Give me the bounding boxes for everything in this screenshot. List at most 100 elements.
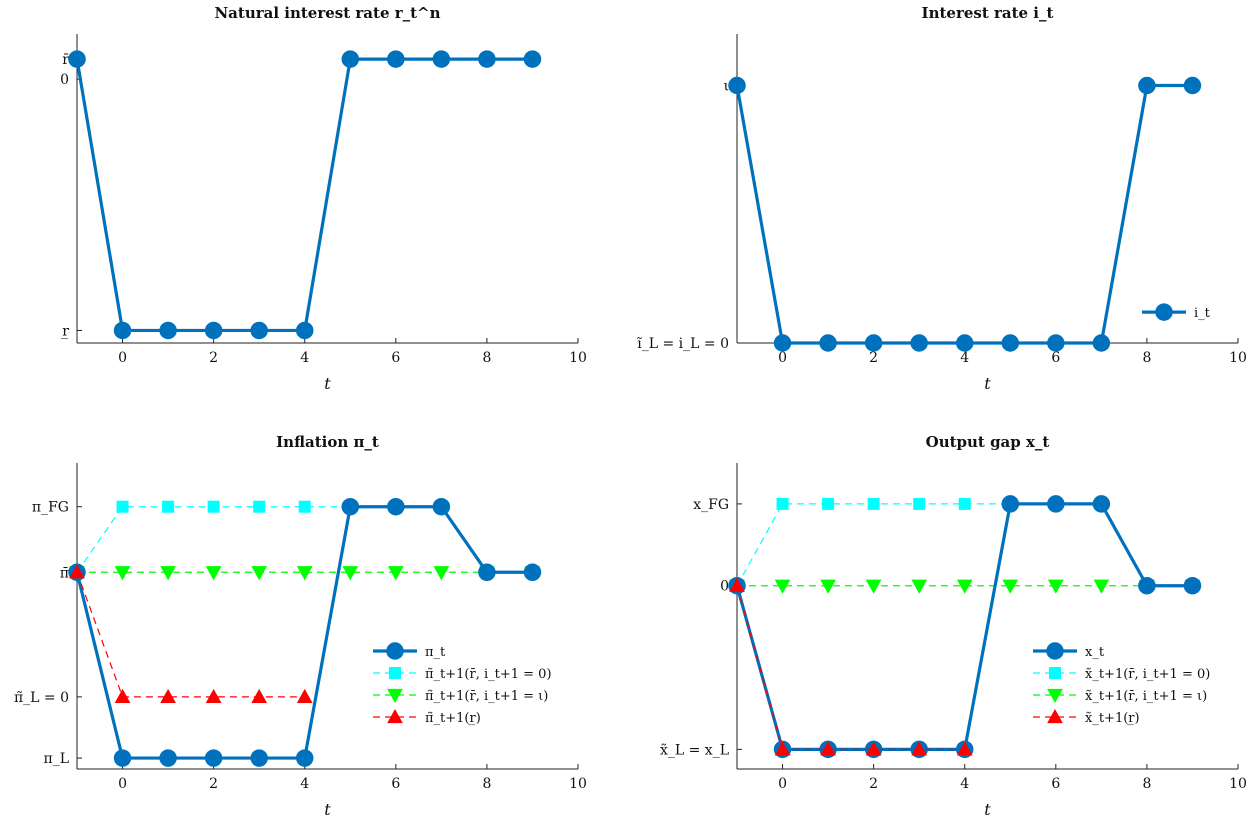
y-tick-label: 0: [720, 579, 729, 595]
data-point: [1092, 334, 1111, 352]
x-tick-label: 4: [960, 350, 969, 366]
data-point: [341, 50, 360, 68]
data-point: [478, 563, 496, 582]
data-point: [387, 497, 405, 516]
chart-panel-4: Output gap x_t 0 2 4 6 8 10 x_FG 0 x̃_L = x_Lt x_t…: [660, 433, 1247, 819]
data-point: [113, 321, 132, 340]
data-point: [159, 749, 177, 767]
data-point: [955, 334, 974, 352]
x-axis-label: t: [984, 374, 991, 393]
legend-label: π̃_t+1(r̄, i_t+1 = 0): [425, 667, 552, 682]
data-point: [1138, 576, 1156, 595]
data-point: [114, 688, 131, 703]
data-point: [523, 50, 542, 68]
x-tick-label: 4: [960, 776, 969, 792]
series-red: [69, 564, 313, 703]
data-point: [298, 500, 311, 513]
y-tick-label: π̃_L = 0: [14, 690, 69, 706]
data-point: [116, 500, 129, 513]
series-green: [729, 579, 1201, 594]
series-cyan: [731, 497, 1108, 592]
data-point: [774, 579, 791, 594]
y-tick-label: ι: [724, 79, 730, 95]
legend-marker: [387, 688, 403, 704]
legend-marker: [1047, 708, 1063, 724]
data-point: [250, 321, 268, 340]
data-point: [159, 321, 177, 340]
legend-label: x_t: [1085, 645, 1105, 660]
series-line: [76, 506, 442, 573]
data-point: [820, 579, 836, 594]
data-point: [160, 688, 176, 703]
x-tick-label: 8: [482, 350, 491, 366]
y-tick-label: x_FG: [693, 497, 729, 513]
data-point: [113, 749, 132, 767]
data-point: [911, 741, 928, 756]
data-point: [296, 566, 313, 581]
y-tick-label: π_L: [44, 751, 70, 767]
data-point: [867, 497, 880, 510]
data-point: [729, 577, 745, 592]
series-red: [729, 577, 973, 756]
data-point: [478, 50, 496, 68]
legend-label: π̃_t+1(r̲): [425, 711, 481, 726]
data-point: [205, 688, 222, 703]
data-point: [819, 334, 837, 352]
legend-marker: [1046, 642, 1064, 660]
legend-marker: [1155, 303, 1173, 321]
data-point: [958, 497, 971, 510]
x-tick-label: 10: [569, 350, 587, 366]
x-tick-label: 0: [118, 350, 127, 366]
data-point: [295, 321, 314, 340]
chart-title: Output gap x_t: [926, 433, 1050, 451]
series-line: [736, 585, 965, 750]
chart-panel-1: Natural interest rate r_t^n 0 2 4 6 8 10 r̄ 0 r̲ t: [60, 4, 587, 393]
data-point: [432, 497, 451, 516]
data-point: [205, 566, 222, 581]
data-point: [341, 497, 360, 516]
x-tick-label: 0: [778, 350, 787, 366]
x-tick-label: 2: [869, 776, 878, 792]
data-point: [1138, 76, 1156, 95]
data-point: [160, 566, 176, 581]
x-tick-label: 8: [1142, 776, 1151, 792]
data-point: [253, 500, 266, 513]
data-point: [773, 334, 792, 352]
data-point: [956, 579, 973, 594]
series-line: [735, 83, 1193, 345]
y-tick-label: r̲: [61, 323, 69, 339]
data-point: [956, 741, 973, 756]
y-tick-label: π̄: [60, 565, 69, 581]
chart-title: Interest rate i_t: [922, 4, 1054, 22]
data-point: [296, 688, 313, 703]
series-main: [68, 497, 542, 767]
data-point: [162, 500, 175, 513]
legend: i_t: [1142, 303, 1211, 321]
legend: x_t x̃_t+1(r̄, i_t+1 = 0) x̃_t+1(r̄, i_t+1…: [1033, 642, 1210, 726]
chart-panel-3: Inflation π_t 0 2 4 6 8 10 π_FG π̄ π̃_L = 0 π_Lt π_…: [14, 433, 587, 819]
legend-marker: [1049, 667, 1061, 679]
data-point: [913, 497, 926, 510]
x-axis-label: t: [324, 374, 331, 393]
series-line: [736, 503, 1102, 587]
data-point: [250, 749, 268, 767]
data-point: [776, 497, 789, 510]
x-tick-label: 10: [1229, 350, 1247, 366]
x-tick-label: 8: [482, 776, 491, 792]
data-point: [865, 579, 882, 594]
data-point: [1001, 334, 1020, 352]
y-tick-label: r̄: [62, 52, 69, 68]
data-point: [295, 749, 314, 767]
legend-marker: [387, 708, 403, 724]
y-tick-label: x̃_L = x_L: [660, 742, 729, 758]
legend-label: π̃_t+1(r̄, i_t+1 = ι): [425, 689, 548, 704]
data-point: [1047, 495, 1065, 513]
series-main: [68, 50, 542, 340]
chart-title: Inflation π_t: [276, 433, 379, 451]
data-point: [204, 321, 223, 340]
series-line: [76, 572, 305, 698]
legend-marker: [1047, 688, 1063, 704]
legend-marker: [386, 642, 404, 660]
data-point: [207, 500, 220, 513]
